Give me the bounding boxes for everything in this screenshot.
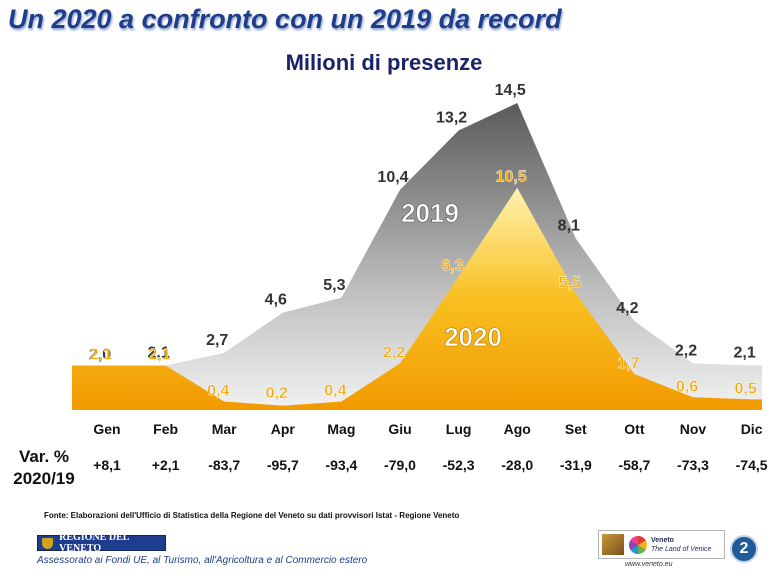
- variation-label: Var. % 2020/19: [8, 446, 80, 490]
- label-2020-ago: 10,5: [496, 169, 527, 186]
- label-2020-apr: 0,2: [266, 385, 288, 402]
- area-2020: [72, 187, 762, 410]
- variation-value-giu: -79,0: [384, 457, 416, 473]
- variation-value-dic: -74,5: [736, 457, 768, 473]
- flower-logo-icon: [629, 535, 647, 554]
- variation-value-nov: -73,3: [677, 457, 709, 473]
- brand-line1: Veneto: [651, 536, 674, 544]
- variation-value-ott: -58,7: [618, 457, 650, 473]
- category-label-lug: Lug: [446, 421, 472, 437]
- category-label-gen: Gen: [93, 421, 120, 437]
- variation-label-line2: 2020/19: [13, 469, 75, 488]
- chart-title: Milioni di presenze: [285, 50, 483, 75]
- variation-value-ago: -28,0: [501, 457, 533, 473]
- variation-label-line1: Var. %: [18, 447, 70, 466]
- category-label-ago: Ago: [504, 421, 531, 437]
- category-label-nov: Nov: [680, 421, 707, 437]
- label-2020-feb: 2,1: [148, 347, 170, 364]
- category-label-mag: Mag: [327, 421, 355, 437]
- label-2019-feb: 2,1: [147, 345, 169, 362]
- variation-value-set: -31,9: [560, 457, 592, 473]
- regione-veneto-logo: REGIONE DEL VENETO: [37, 532, 166, 554]
- label-2019-gen: 2,0: [89, 347, 111, 364]
- label-2019-ott: 4,2: [616, 300, 638, 317]
- slide-title: Un 2020 a confronto con un 2019 da recor…: [8, 4, 562, 34]
- label-2020-lug: 6,3: [441, 258, 463, 275]
- label-2019-apr: 4,6: [265, 292, 287, 309]
- label-2020-gen: 2,1: [90, 347, 112, 364]
- landscape-photo-icon: [602, 534, 624, 555]
- series-name-2020: 2020: [444, 322, 502, 352]
- category-label-set: Set: [565, 421, 587, 437]
- label-2019-nov: 2,2: [675, 342, 697, 359]
- category-label-giu: Giu: [388, 421, 411, 437]
- category-label-ott: Ott: [624, 421, 645, 437]
- label-2020-ott: 1,7: [617, 355, 639, 372]
- variation-value-lug: -52,3: [443, 457, 475, 473]
- label-2020-mag: 0,4: [324, 383, 346, 400]
- label-2020-set: 5,5: [559, 275, 581, 292]
- variation-value-gen: +8,1: [93, 457, 121, 473]
- label-2019-mag: 5,3: [323, 277, 345, 294]
- website-text: www.veneto.eu: [625, 561, 673, 568]
- crest-icon: [42, 537, 54, 549]
- label-2019-dic: 2,1: [733, 345, 755, 362]
- label-2019-giu: 10,4: [377, 169, 408, 186]
- variation-value-feb: +2,1: [152, 457, 180, 473]
- category-label-apr: Apr: [271, 421, 296, 437]
- series-name-2019: 2019: [401, 198, 459, 228]
- source-note: Fonte: Elaborazioni dell'Ufficio di Stat…: [44, 511, 460, 520]
- variation-value-apr: -95,7: [267, 457, 299, 473]
- label-2019-mar: 2,7: [206, 332, 228, 349]
- label-2020-mar: 0,4: [207, 383, 229, 400]
- label-2020-nov: 0,6: [676, 378, 698, 395]
- page-number-badge: 2: [730, 535, 758, 563]
- category-label-feb: Feb: [153, 421, 178, 437]
- label-2019-lug: 13,2: [436, 110, 467, 127]
- variation-value-mag: -93,4: [325, 457, 357, 473]
- veneto-brand-logo: Veneto The Land of Venice: [598, 530, 725, 559]
- brand-line2: The Land of Venice: [651, 545, 712, 553]
- label-2020-dic: 0,5: [734, 380, 756, 397]
- category-label-mar: Mar: [212, 421, 237, 437]
- label-2019-ago: 14,5: [495, 82, 526, 99]
- label-2020-giu: 2,2: [383, 344, 405, 361]
- presences-area-chart: 2,0 2,12,74,65,310,413,214,58,14,22,2 2,1 …: [72, 82, 768, 473]
- category-label-dic: Dic: [741, 421, 763, 437]
- label-2019-set: 8,1: [558, 218, 580, 235]
- variation-value-mar: -83,7: [208, 457, 240, 473]
- department-text: Assessorato ai Fondi UE, al Turismo, all…: [37, 555, 368, 566]
- brand-text: Veneto The Land of Venice: [651, 536, 711, 554]
- regione-veneto-logo-text: REGIONE DEL VENETO: [59, 532, 129, 554]
